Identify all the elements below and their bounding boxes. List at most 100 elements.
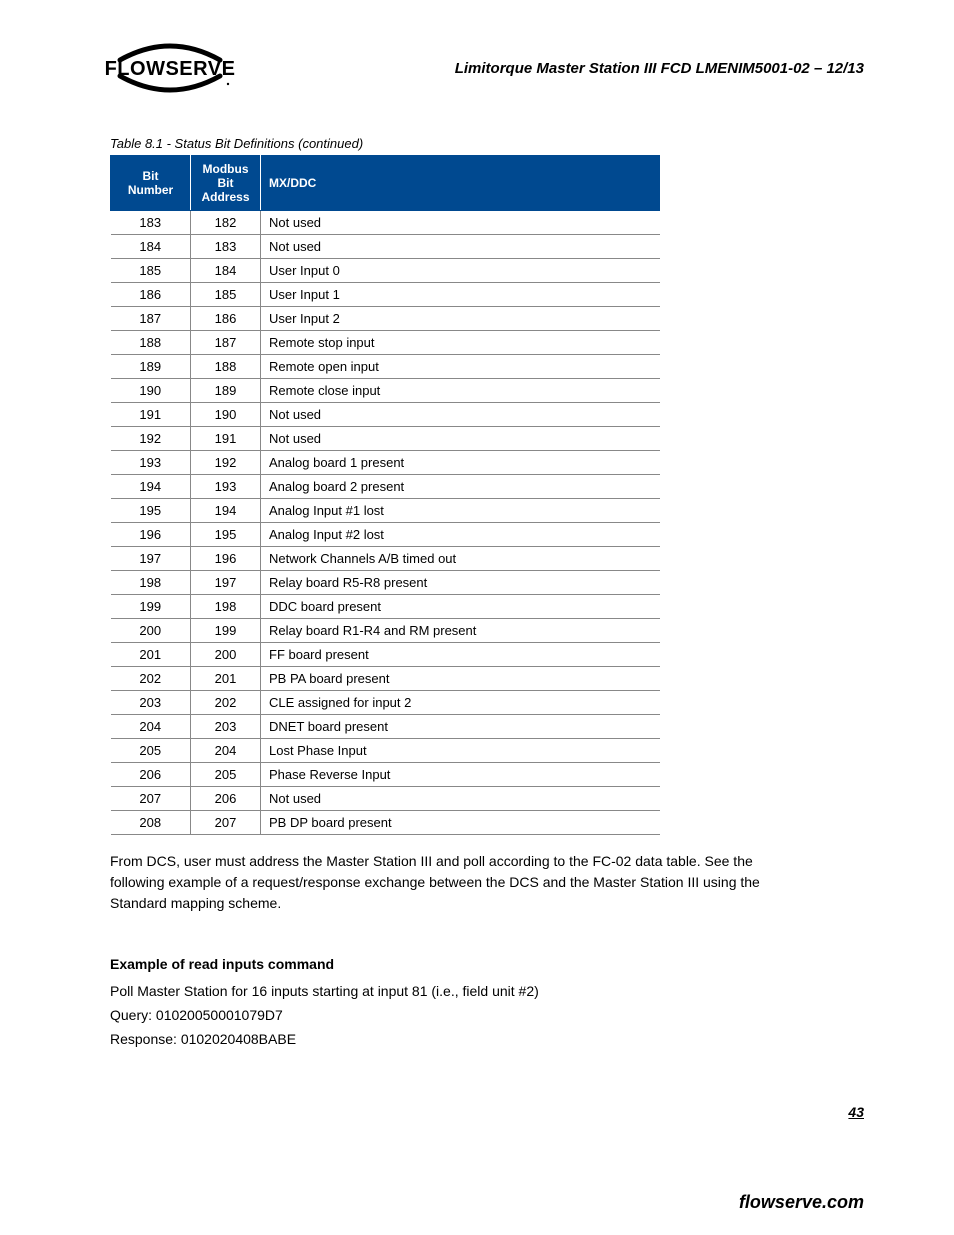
table-cell: 193: [191, 475, 261, 499]
table-cell: Not used: [261, 235, 660, 259]
table-row: 187186User Input 2: [111, 307, 660, 331]
example-line-2: Response: 0102020408BABE: [110, 1028, 764, 1052]
table-caption: Table 8.1 - Status Bit Definitions (cont…: [110, 136, 764, 151]
table-row: 202201PB PA board present: [111, 667, 660, 691]
table-cell: 208: [111, 811, 191, 835]
table-cell: 189: [191, 379, 261, 403]
table-cell: Lost Phase Input: [261, 739, 660, 763]
table-cell: 198: [111, 571, 191, 595]
table-row: 189188Remote open input: [111, 355, 660, 379]
table-cell: 200: [111, 619, 191, 643]
table-cell: FF board present: [261, 643, 660, 667]
table-row: 185184User Input 0: [111, 259, 660, 283]
table-cell: 196: [111, 523, 191, 547]
table-cell: 187: [111, 307, 191, 331]
table-cell: Not used: [261, 787, 660, 811]
page-container: FLOWSERVE Limitorque Master Station III …: [0, 0, 954, 1235]
table-row: 195194Analog Input #1 lost: [111, 499, 660, 523]
flowserve-logo: FLOWSERVE: [100, 40, 240, 96]
table-row: 192191Not used: [111, 427, 660, 451]
table-cell: CLE assigned for input 2: [261, 691, 660, 715]
table-row: 196195Analog Input #2 lost: [111, 523, 660, 547]
table-cell: PB PA board present: [261, 667, 660, 691]
table-cell: 205: [111, 739, 191, 763]
table-cell: 185: [111, 259, 191, 283]
table-cell: 190: [191, 403, 261, 427]
example-line-1: Query: 01020050001079D7: [110, 1004, 764, 1028]
document-title: Limitorque Master Station III FCD LMENIM…: [455, 60, 864, 77]
table-cell: Not used: [261, 403, 660, 427]
table-row: 190189Remote close input: [111, 379, 660, 403]
table-cell: 203: [111, 691, 191, 715]
status-bit-table: Bit Number Modbus Bit Address MX/DDC 183…: [110, 155, 660, 835]
table-cell: 188: [111, 331, 191, 355]
table-cell: Relay board R1-R4 and RM present: [261, 619, 660, 643]
table-cell: 191: [191, 427, 261, 451]
table-cell: Not used: [261, 427, 660, 451]
table-cell: 207: [111, 787, 191, 811]
table-row: 186185User Input 1: [111, 283, 660, 307]
table-row: 194193Analog board 2 present: [111, 475, 660, 499]
page-header: FLOWSERVE Limitorque Master Station III …: [100, 40, 864, 96]
table-cell: 193: [111, 451, 191, 475]
table-cell: 186: [191, 307, 261, 331]
table-row: 208207PB DP board present: [111, 811, 660, 835]
table-cell: User Input 0: [261, 259, 660, 283]
table-row: 207206Not used: [111, 787, 660, 811]
table-row: 203202CLE assigned for input 2: [111, 691, 660, 715]
table-cell: 191: [111, 403, 191, 427]
table-row: 197196Network Channels A/B timed out: [111, 547, 660, 571]
table-cell: 189: [111, 355, 191, 379]
table-cell: 198: [191, 595, 261, 619]
table-cell: 207: [191, 811, 261, 835]
table-cell: PB DP board present: [261, 811, 660, 835]
table-row: 191190Not used: [111, 403, 660, 427]
table-cell: 202: [191, 691, 261, 715]
table-cell: 206: [191, 787, 261, 811]
table-cell: 187: [191, 331, 261, 355]
table-cell: Analog board 1 present: [261, 451, 660, 475]
table-cell: 204: [111, 715, 191, 739]
table-cell: Remote open input: [261, 355, 660, 379]
page-number: 43: [848, 1104, 864, 1120]
table-cell: 199: [111, 595, 191, 619]
table-cell: 203: [191, 715, 261, 739]
svg-text:FLOWSERVE: FLOWSERVE: [105, 58, 236, 80]
table-cell: 206: [111, 763, 191, 787]
table-cell: Network Channels A/B timed out: [261, 547, 660, 571]
logo-arcs-icon: FLOWSERVE: [100, 40, 240, 96]
table-cell: User Input 2: [261, 307, 660, 331]
col-header-bit-number: Bit Number: [111, 156, 191, 211]
col-header-modbus-address: Modbus Bit Address: [191, 156, 261, 211]
table-cell: Remote stop input: [261, 331, 660, 355]
table-cell: Relay board R5-R8 present: [261, 571, 660, 595]
table-cell: 194: [191, 499, 261, 523]
table-cell: Analog board 2 present: [261, 475, 660, 499]
table-cell: 204: [191, 739, 261, 763]
col-header-mxddc: MX/DDC: [261, 156, 660, 211]
table-cell: 192: [191, 451, 261, 475]
table-cell: 185: [191, 283, 261, 307]
table-cell: 183: [191, 235, 261, 259]
table-cell: 186: [111, 283, 191, 307]
table-row: 198197Relay board R5-R8 present: [111, 571, 660, 595]
table-cell: 184: [111, 235, 191, 259]
table-cell: 197: [191, 571, 261, 595]
table-cell: 200: [191, 643, 261, 667]
table-row: 183182Not used: [111, 211, 660, 235]
table-cell: 190: [111, 379, 191, 403]
table-cell: 188: [191, 355, 261, 379]
table-cell: 183: [111, 211, 191, 235]
table-cell: 184: [191, 259, 261, 283]
table-cell: Analog Input #1 lost: [261, 499, 660, 523]
body-paragraph: From DCS, user must address the Master S…: [110, 851, 764, 914]
table-cell: Not used: [261, 211, 660, 235]
table-row: 184183Not used: [111, 235, 660, 259]
table-cell: DNET board present: [261, 715, 660, 739]
table-row: 206205Phase Reverse Input: [111, 763, 660, 787]
table-row: 205204Lost Phase Input: [111, 739, 660, 763]
table-cell: 195: [111, 499, 191, 523]
table-cell: 202: [111, 667, 191, 691]
table-cell: Remote close input: [261, 379, 660, 403]
table-cell: 201: [111, 643, 191, 667]
